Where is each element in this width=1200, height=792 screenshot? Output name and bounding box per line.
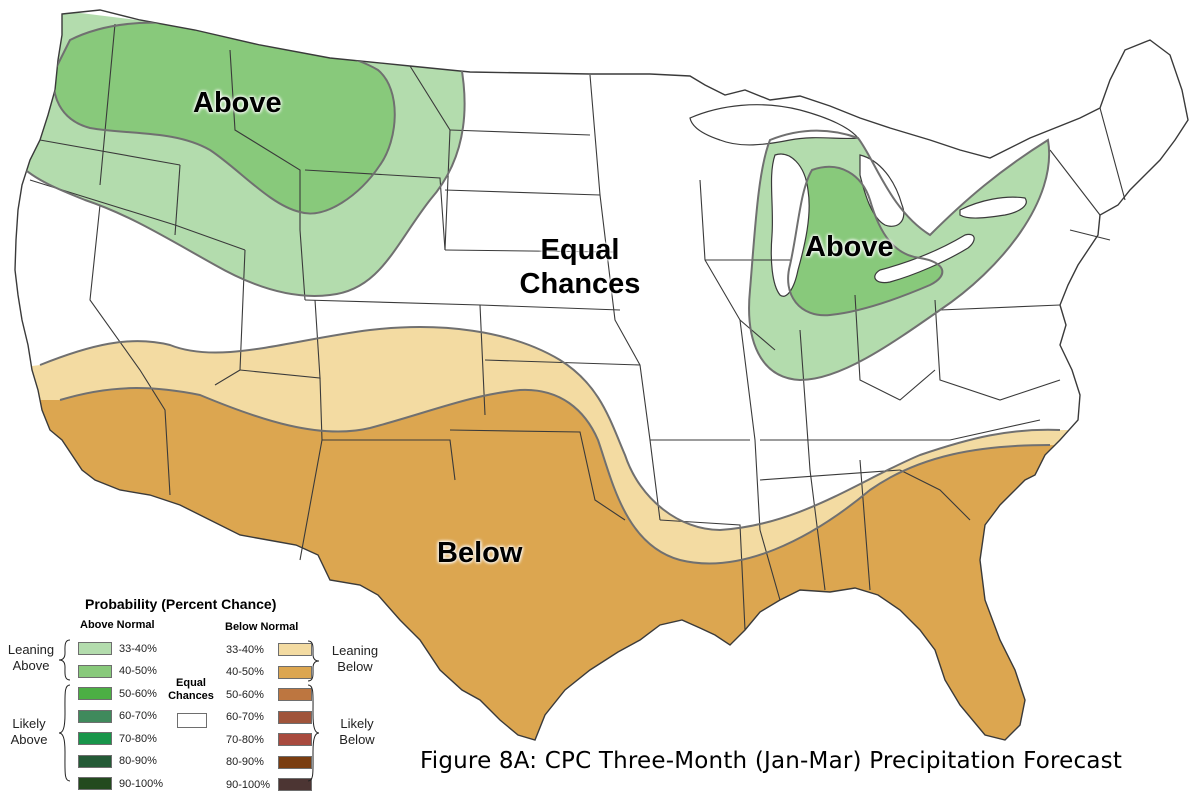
legend-likely-above: Likely Above <box>10 716 48 747</box>
legend-below-label: 50-60% <box>226 688 264 701</box>
legend-above-row: 80-90% <box>78 754 157 769</box>
brace-leaning-above <box>58 639 71 681</box>
legend-below-row: 40-50% <box>226 665 312 680</box>
legend-below-swatch <box>278 733 312 746</box>
legend-below-label: 40-50% <box>226 666 264 678</box>
legend-above-swatch <box>78 754 112 768</box>
legend-above-swatch <box>78 642 112 655</box>
legend-below-row: 80-90% <box>226 755 312 770</box>
legend-above-label: 90-100% <box>119 777 164 790</box>
legend-above-label: 80-90% <box>119 755 157 767</box>
legend-below-swatch <box>278 710 312 724</box>
legend-leaning-above: Leaning Above <box>7 642 55 673</box>
brace-leaning-below <box>307 640 320 682</box>
legend-above-row: 33-40% <box>78 641 157 656</box>
legend-above-row: 60-70% <box>78 709 157 724</box>
legend-above-row: 70-80% <box>78 731 157 746</box>
legend-above-header: Above Normal <box>80 619 155 631</box>
legend-below-label: 70-80% <box>226 733 264 746</box>
brace-likely-above <box>58 684 71 782</box>
legend-above-label: 40-50% <box>119 665 157 677</box>
label-above-northwest: Above <box>193 87 282 119</box>
legend-below-label: 60-70% <box>226 711 264 723</box>
legend-below-row: 60-70% <box>226 710 312 725</box>
legend-title: Probability (Percent Chance) <box>85 596 277 612</box>
legend-below-swatch <box>278 688 312 701</box>
state-boundaries <box>14 9 1189 741</box>
legend-above-row: 40-50% <box>78 664 157 679</box>
legend-above-swatch <box>78 777 112 790</box>
legend-above-swatch <box>78 687 112 700</box>
legend-below-row: 70-80% <box>226 732 312 747</box>
legend-below-swatch <box>278 643 312 656</box>
legend-leaning-below: Leaning Below <box>331 643 379 674</box>
legend-above-swatch <box>78 709 112 723</box>
legend-above-label: 50-60% <box>119 687 157 700</box>
legend-above-swatch <box>78 732 112 745</box>
legend-below-swatch <box>278 755 312 769</box>
legend-above-row: 90-100% <box>78 776 163 791</box>
label-below: Below <box>437 537 523 569</box>
legend-above-label: 70-80% <box>119 732 157 745</box>
legend-equal-chances-label: Equal Chances <box>168 677 214 702</box>
brace-likely-below <box>307 684 320 782</box>
great-lakes-water <box>689 104 1027 297</box>
legend-likely-below: Likely Below <box>339 716 375 747</box>
legend-below-swatch <box>278 665 312 679</box>
legend-below-label: 80-90% <box>226 756 264 768</box>
legend-above-row: 50-60% <box>78 686 157 701</box>
figure-title: Figure 8A: CPC Three-Month (Jan-Mar) Pre… <box>420 748 1123 774</box>
legend-above-label: 60-70% <box>119 710 157 722</box>
label-above-great-lakes: Above <box>805 231 894 263</box>
legend-above-label: 33-40% <box>119 642 157 655</box>
legend-below-row: 33-40% <box>226 642 312 657</box>
legend-below-header: Below Normal <box>225 621 299 633</box>
legend-below-row: 50-60% <box>226 687 312 702</box>
legend-below-label: 33-40% <box>226 643 264 656</box>
legend-above-swatch <box>78 664 112 678</box>
legend-equal-chances-swatch <box>177 713 207 728</box>
above-northwest-core-zone <box>53 22 395 214</box>
label-equal-chances: Equal Chances <box>519 234 641 300</box>
